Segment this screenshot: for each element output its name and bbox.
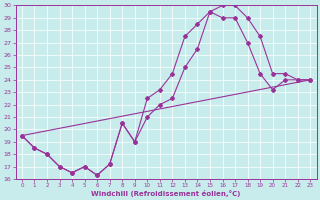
X-axis label: Windchill (Refroidissement éolien,°C): Windchill (Refroidissement éolien,°C) [92, 190, 241, 197]
